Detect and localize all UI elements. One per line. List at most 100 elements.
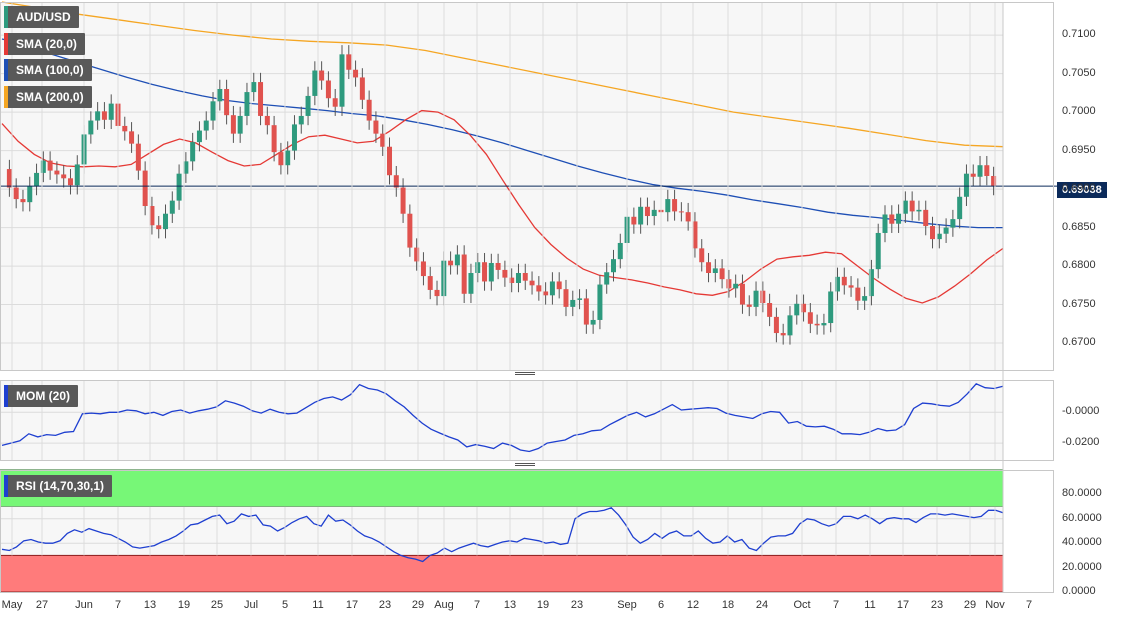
candle-body [13, 187, 19, 200]
legend-rsi[interactable]: RSI (14,70,30,1) [4, 475, 113, 497]
candle-body [787, 315, 793, 336]
candle-body [515, 272, 521, 284]
candle [278, 142, 284, 175]
price-y-tick: 0.6800 [1062, 259, 1096, 272]
candle-body [672, 199, 678, 212]
date-x-tick: 7 [473, 599, 481, 611]
legend-sma-20[interactable]: SMA (20,0) [4, 33, 85, 55]
candle [468, 263, 474, 304]
legend-sma-200[interactable]: SMA (200,0) [4, 86, 92, 108]
price-y-tick: 0.7000 [1062, 105, 1096, 118]
candle [699, 239, 705, 272]
candle [54, 161, 60, 184]
candle [590, 310, 596, 334]
candle [353, 60, 359, 87]
candle [739, 274, 745, 314]
candle [434, 280, 440, 306]
candle [244, 82, 250, 126]
legend-sma-100[interactable]: SMA (100,0) [4, 59, 92, 81]
candle [298, 106, 304, 134]
candle [47, 151, 53, 180]
price-y-tick: 0.7100 [1062, 28, 1096, 41]
candle [312, 61, 318, 106]
candle [828, 282, 834, 333]
candle-body [135, 143, 141, 171]
candle [13, 178, 19, 209]
candle [325, 71, 331, 108]
candle [346, 45, 352, 79]
candle [502, 260, 508, 287]
candle-body [244, 92, 250, 116]
candle-body [930, 226, 936, 240]
candle [834, 267, 840, 301]
candle-body [902, 200, 908, 214]
candle-body [359, 77, 365, 100]
legend-sma-200-label: SMA (200,0) [16, 90, 84, 104]
legend-mom-swatch [4, 385, 8, 407]
candle-body [210, 101, 216, 121]
legend-mom[interactable]: MOM (20) [4, 385, 78, 407]
candle-body [101, 111, 107, 120]
candle-body [183, 161, 189, 174]
candle [156, 216, 162, 239]
candle-body [312, 70, 318, 96]
legend-price[interactable]: AUD/USD [4, 6, 79, 28]
candle [522, 263, 528, 290]
candle [251, 72, 257, 102]
date-x-tick: 23 [930, 599, 944, 611]
candle [488, 253, 494, 291]
candle [821, 313, 827, 335]
pane-resize-handle-2[interactable] [515, 462, 535, 468]
candle [27, 176, 33, 212]
rsi-y-tick: 60.0000 [1062, 511, 1102, 524]
candle [271, 115, 277, 162]
candle [814, 314, 820, 335]
candle [190, 132, 196, 171]
candle-body [970, 173, 976, 177]
candle [196, 121, 202, 152]
candle-body [739, 283, 745, 305]
candle [536, 276, 542, 301]
legend-rsi-swatch [4, 475, 8, 497]
candle [74, 155, 80, 195]
candle [319, 61, 325, 90]
candle-body [224, 88, 230, 116]
candle [882, 205, 888, 243]
candle-body [604, 272, 610, 285]
candle [807, 303, 813, 334]
candle-body [957, 196, 963, 220]
candle [264, 106, 270, 135]
candle-body [597, 284, 603, 320]
candle-body [502, 269, 508, 278]
candle-body [34, 172, 40, 186]
candle-body [678, 211, 684, 213]
candle-body [936, 233, 942, 240]
candle [509, 268, 515, 293]
rsi-y-tick: 80.0000 [1062, 487, 1102, 500]
candle-body [726, 279, 732, 289]
candle-body [699, 248, 705, 263]
candle-body [454, 254, 460, 266]
candle [427, 266, 433, 300]
candle-body [264, 115, 270, 126]
candle [801, 294, 807, 322]
candle-body [848, 285, 854, 288]
candle-body [733, 283, 739, 289]
date-x-tick: 13 [503, 599, 517, 611]
candle-body [482, 262, 488, 282]
pane-border [0, 2, 1054, 371]
candle [373, 111, 379, 143]
legend-rsi-label: RSI (14,70,30,1) [16, 479, 105, 493]
candle-body [278, 152, 284, 166]
candle [651, 200, 657, 226]
candle [692, 212, 698, 258]
candle-body [475, 262, 481, 273]
candle [258, 72, 264, 126]
candle-body [366, 99, 372, 121]
candle-body [54, 170, 60, 175]
candle [461, 245, 467, 304]
candle-body [319, 70, 325, 81]
candle [67, 169, 73, 195]
pane-resize-handle-1[interactable] [515, 371, 535, 377]
candle-body [882, 214, 888, 233]
